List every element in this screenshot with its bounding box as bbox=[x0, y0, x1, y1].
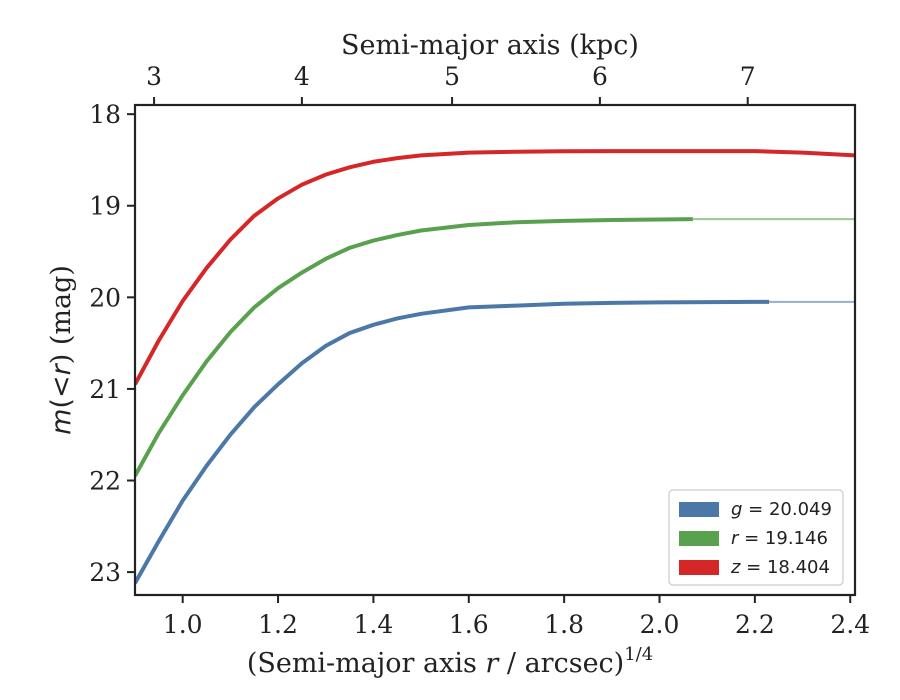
legend-swatch-z bbox=[679, 560, 719, 575]
x-axis-title-prefix: (Semi-major axis bbox=[247, 648, 486, 679]
x-axis-title: (Semi-major axis r / arcsec)1/4 bbox=[247, 644, 653, 679]
y-tick-label: 20 bbox=[89, 283, 121, 312]
x-tick-label: 2.0 bbox=[640, 610, 680, 639]
y-tick-label: 21 bbox=[89, 375, 121, 404]
plot-frame bbox=[133, 103, 857, 597]
top-tick-label: 5 bbox=[444, 62, 460, 91]
y-axis-title: m(<r) (mag) bbox=[46, 265, 77, 435]
x-axis-title-var: r bbox=[485, 648, 500, 679]
x-tick-label: 1.0 bbox=[163, 610, 203, 639]
legend-label-var: z bbox=[730, 557, 741, 578]
legend-label-g: g = 20.049 bbox=[731, 499, 832, 520]
top-tick-label: 3 bbox=[146, 62, 162, 91]
x-tick-label: 1.4 bbox=[354, 610, 394, 639]
y-axis-title-end: ) (mag) bbox=[46, 265, 77, 364]
y-axis-title-mid: (< bbox=[46, 375, 77, 408]
y-tick-label: 19 bbox=[89, 192, 121, 221]
x-tick-label: 1.2 bbox=[258, 610, 298, 639]
series-g-line bbox=[135, 299, 770, 585]
y-tick-label: 23 bbox=[89, 558, 121, 587]
legend-label-z: z = 18.404 bbox=[730, 557, 830, 578]
axes-layer: 1.0 1.2 1.4 1.6 1.8 2.0 2.2 2.4 18 19 20 21 22 23 3 4 5 6… bbox=[46, 30, 870, 679]
y-tick-label: 22 bbox=[89, 467, 121, 496]
legend-label-value: = 18.404 bbox=[740, 557, 830, 578]
legend-swatch-r bbox=[679, 531, 719, 546]
plot-area bbox=[135, 149, 855, 585]
legend-label-var: g bbox=[731, 499, 742, 520]
series-z-line bbox=[135, 149, 855, 386]
x-tick-label: 1.6 bbox=[449, 610, 489, 639]
x-axis-title-exponent: 1/4 bbox=[624, 644, 653, 665]
series-layer bbox=[135, 149, 855, 585]
series-r-line bbox=[135, 217, 693, 477]
x-tick-label: 2.4 bbox=[830, 610, 870, 639]
x-tick-label: 2.2 bbox=[735, 610, 775, 639]
legend-label-var: r bbox=[731, 528, 740, 549]
y-axis-title-var1: m bbox=[46, 409, 77, 435]
top-axis-title: Semi-major axis (kpc) bbox=[341, 30, 639, 61]
x-tick-label: 1.8 bbox=[544, 610, 584, 639]
y-axis-title-var2: r bbox=[46, 362, 77, 375]
y-tick-label: 18 bbox=[89, 100, 121, 129]
legend-label-value: = 19.146 bbox=[738, 528, 828, 549]
legend-label-value: = 20.049 bbox=[742, 499, 832, 520]
top-tick-label: 7 bbox=[740, 62, 756, 91]
top-tick-label: 4 bbox=[294, 62, 310, 91]
legend-swatch-g bbox=[679, 502, 719, 517]
x-axis-title-suffix: / arcsec) bbox=[498, 648, 624, 679]
legend-label-r: r = 19.146 bbox=[731, 528, 828, 549]
top-tick-label: 6 bbox=[592, 62, 608, 91]
